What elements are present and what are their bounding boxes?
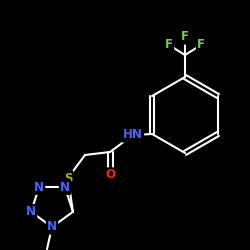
Text: N: N [26,205,36,218]
Text: N: N [34,181,44,194]
Text: S: S [64,172,72,184]
Text: F: F [181,30,189,44]
Text: O: O [105,168,115,181]
Text: F: F [165,38,173,52]
Text: N: N [60,181,70,194]
Text: N: N [47,220,57,234]
Text: HN: HN [123,128,143,141]
Text: F: F [197,38,205,52]
